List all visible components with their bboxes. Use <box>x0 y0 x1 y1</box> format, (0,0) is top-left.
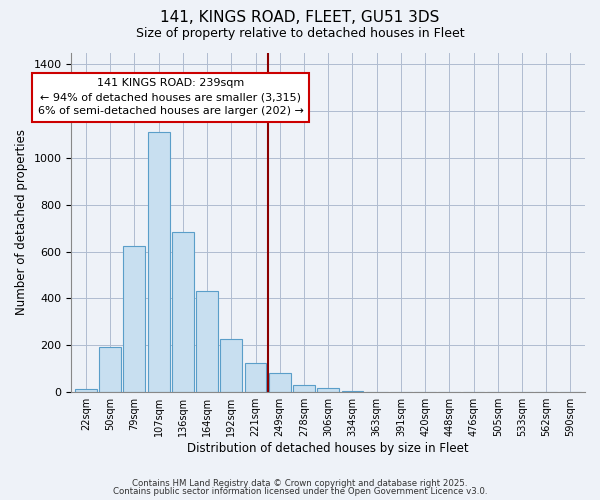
Text: 141, KINGS ROAD, FLEET, GU51 3DS: 141, KINGS ROAD, FLEET, GU51 3DS <box>160 10 440 25</box>
Bar <box>245 363 266 392</box>
Text: Contains public sector information licensed under the Open Government Licence v3: Contains public sector information licen… <box>113 487 487 496</box>
Bar <box>172 232 194 392</box>
Bar <box>148 132 170 392</box>
Bar <box>317 388 339 392</box>
Bar <box>75 388 97 392</box>
Text: 141 KINGS ROAD: 239sqm
← 94% of detached houses are smaller (3,315)
6% of semi-d: 141 KINGS ROAD: 239sqm ← 94% of detached… <box>38 78 304 116</box>
Bar <box>293 385 315 392</box>
X-axis label: Distribution of detached houses by size in Fleet: Distribution of detached houses by size … <box>187 442 469 455</box>
Y-axis label: Number of detached properties: Number of detached properties <box>15 130 28 316</box>
Bar <box>124 246 145 392</box>
Text: Size of property relative to detached houses in Fleet: Size of property relative to detached ho… <box>136 28 464 40</box>
Bar <box>269 373 290 392</box>
Text: Contains HM Land Registry data © Crown copyright and database right 2025.: Contains HM Land Registry data © Crown c… <box>132 478 468 488</box>
Bar <box>196 292 218 392</box>
Bar <box>341 391 364 392</box>
Bar <box>99 346 121 392</box>
Bar <box>220 340 242 392</box>
